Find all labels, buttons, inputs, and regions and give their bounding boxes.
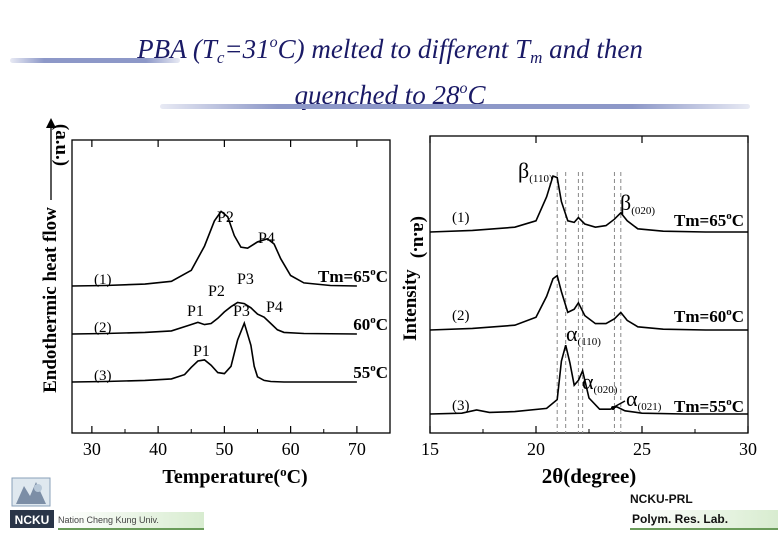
dsc-curve-number: (1) [94,272,112,288]
xrd-peak-label: β(020) [620,190,655,217]
xrd-curve-number: (3) [452,398,470,414]
xrd-y-axis-units: (a.u.) [409,216,430,258]
dsc-plot-frame [71,139,391,434]
dsc-tm-label: 55oC [353,362,388,382]
dsc-x-tick-label: 40 [149,439,167,459]
xrd-curve-3 [429,344,748,415]
dsc-curve-number: (2) [94,320,112,336]
xrd-x-tick-label: 30 [739,439,757,459]
dsc-x-tick-label: 70 [348,439,366,459]
dsc-tm-label: 60oC [353,314,388,334]
dsc-curve-1 [71,210,357,287]
dsc-y-axis-label: Endothermic heat flow [40,207,61,393]
xrd-peak-label: β(110) [518,158,553,185]
dsc-curve-number: (3) [94,368,112,384]
dsc-peak-label-p4: P4 [266,299,283,316]
xrd-x-axis-label: 2θ(degree) [542,464,637,488]
dsc-tm-label: Tm=65oC [318,266,388,286]
xrd-peak-label: α(020) [582,369,618,396]
dsc-y-axis-arrowhead [46,118,56,128]
footer-lab-name: NCKU-PRL [630,492,693,506]
dsc-peak-label-p1: P1 [187,303,204,320]
footer-lab-full: Polym. Res. Lab. [630,510,778,530]
dsc-x-tick-label: 60 [282,439,300,459]
xrd-x-tick-label: 15 [421,439,439,459]
dsc-peak-label-p3: P3 [233,303,250,320]
dsc-y-axis-units: (a.u.) [51,124,72,166]
slide-title-line-1: PBA (Tc=31oC) melted to different Tm and… [137,34,643,67]
xrd-peak-arrow-head [611,406,615,410]
logo-text: NCKU [15,513,50,527]
xrd-x-tick-label: 25 [633,439,651,459]
dsc-peak-label-p3: P3 [237,271,254,288]
xrd-y-axis-label: Intensity [400,269,421,341]
xrd-curve-number: (1) [452,210,470,226]
dsc-x-tick-label: 50 [215,439,233,459]
ncku-logo: NCKU [10,477,54,528]
dsc-curve-3 [71,320,357,383]
title-underline-right [160,104,750,109]
dsc-x-axis-label: Temperature(oC) [162,464,307,488]
dsc-peak-label-p4: P4 [258,230,275,247]
xrd-curve-1 [429,174,748,233]
xrd-tm-label: Tm=55oC [674,396,744,416]
xrd-peak-arrow [613,400,626,408]
xrd-x-tick-label: 20 [527,439,545,459]
dsc-peak-label-p2: P2 [217,209,234,226]
xrd-peak-label: α(110) [566,321,601,348]
title-underline-left [10,58,180,63]
dsc-peak-label-p2: P2 [208,283,225,300]
xrd-tm-label: Tm=60oC [674,306,744,326]
xrd-peak-label: α(021) [626,386,662,413]
xrd-tm-label: Tm=65oC [674,210,744,230]
dsc-peak-label-p1: P1 [193,343,210,360]
footer-lab: NCKU-PRL Polym. Res. Lab. [630,492,778,530]
dsc-x-tick-label: 30 [83,439,101,459]
footer-university: Nation Cheng Kung Univ. [58,512,204,530]
xrd-curve-2 [429,274,748,331]
xrd-curve-number: (2) [452,308,470,324]
dsc-curve-2 [71,301,357,335]
